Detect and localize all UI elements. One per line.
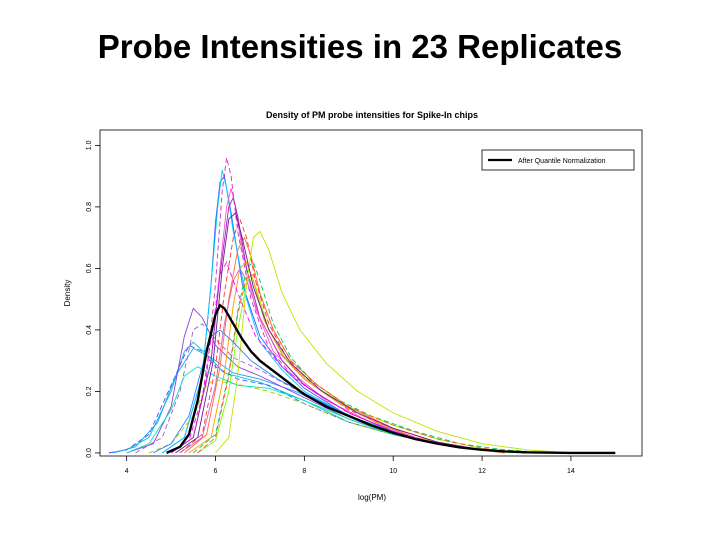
replicate-curve-8: [170, 157, 549, 454]
legend: After Quantile Normalization: [481, 149, 635, 171]
y-tick-label-0.4: 0.4: [86, 325, 93, 335]
x-tick-label-14: 14: [567, 468, 575, 475]
replicate-curves: [108, 157, 571, 454]
legend-entry: After Quantile Normalization: [518, 158, 606, 165]
replicate-curve-1: [108, 341, 571, 454]
x-tick-label-4: 4: [125, 468, 129, 475]
replicate-curve-18: [188, 261, 505, 454]
replicate-curve-23: [197, 273, 527, 454]
x-tick-label-12: 12: [478, 468, 486, 475]
y-tick-label-0.6: 0.6: [86, 263, 93, 273]
replicate-curve-16: [215, 230, 571, 454]
x-axis-label: log(PM): [358, 493, 386, 502]
y-tick-label-0.8: 0.8: [86, 202, 93, 212]
y-tick-label-1.0: 1.0: [86, 140, 93, 150]
slide-title: Probe Intensities in 23 Replicates: [97, 28, 623, 65]
y-tick-label-0.0: 0.0: [86, 448, 93, 458]
y-axis: 0.0 0.2 0.4 0.6 0.8 1.0: [86, 140, 100, 458]
quantile-normalized-curve: [166, 303, 616, 455]
x-tick-label-6: 6: [214, 468, 218, 475]
legend-box: [481, 149, 635, 171]
y-tick-label-0.2: 0.2: [86, 386, 93, 396]
x-tick-label-8: 8: [302, 468, 306, 475]
replicate-curve-20: [170, 261, 527, 454]
x-axis: 4 6 8 10 12 14: [125, 456, 575, 475]
replicate-curve-22: [175, 212, 527, 454]
replicate-curve-13: [179, 267, 505, 454]
chart-title: Density of PM probe intensities for Spik…: [266, 110, 478, 120]
highlight-curve-group: [166, 303, 616, 455]
replicate-curve-21: [126, 366, 527, 454]
x-tick-label-10: 10: [389, 468, 397, 475]
y-axis-label: Density: [63, 280, 72, 307]
plot-frame: [99, 129, 643, 457]
